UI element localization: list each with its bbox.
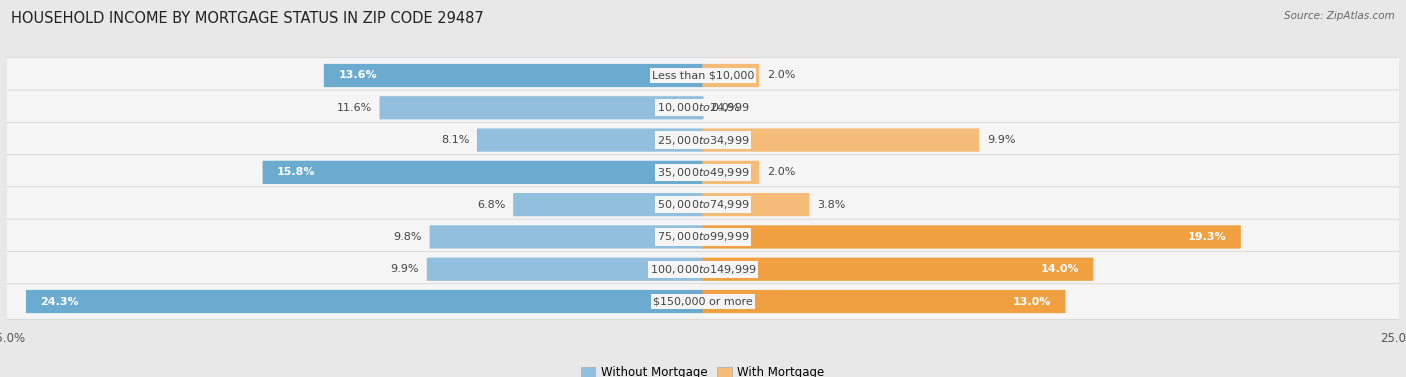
Text: $10,000 to $24,999: $10,000 to $24,999 (657, 101, 749, 114)
FancyBboxPatch shape (0, 122, 1406, 158)
Text: 15.8%: 15.8% (277, 167, 315, 177)
FancyBboxPatch shape (323, 64, 703, 87)
Text: 3.8%: 3.8% (817, 200, 845, 210)
Text: Source: ZipAtlas.com: Source: ZipAtlas.com (1284, 11, 1395, 21)
Text: 0.0%: 0.0% (711, 103, 740, 113)
FancyBboxPatch shape (477, 129, 703, 152)
Text: $150,000 or more: $150,000 or more (654, 297, 752, 307)
Text: 8.1%: 8.1% (440, 135, 470, 145)
FancyBboxPatch shape (380, 96, 703, 120)
FancyBboxPatch shape (703, 225, 1241, 248)
Text: $75,000 to $99,999: $75,000 to $99,999 (657, 230, 749, 244)
FancyBboxPatch shape (0, 90, 1406, 126)
FancyBboxPatch shape (703, 129, 979, 152)
Legend: Without Mortgage, With Mortgage: Without Mortgage, With Mortgage (576, 361, 830, 377)
Text: 9.9%: 9.9% (391, 264, 419, 274)
Text: 9.9%: 9.9% (987, 135, 1015, 145)
FancyBboxPatch shape (703, 193, 810, 216)
Text: 2.0%: 2.0% (768, 70, 796, 80)
FancyBboxPatch shape (703, 257, 1094, 281)
FancyBboxPatch shape (430, 225, 703, 248)
Text: 24.3%: 24.3% (41, 297, 79, 307)
FancyBboxPatch shape (25, 290, 703, 313)
Text: $50,000 to $74,999: $50,000 to $74,999 (657, 198, 749, 211)
Text: 9.8%: 9.8% (394, 232, 422, 242)
FancyBboxPatch shape (427, 257, 703, 281)
Text: Less than $10,000: Less than $10,000 (652, 70, 754, 80)
Text: $100,000 to $149,999: $100,000 to $149,999 (650, 263, 756, 276)
FancyBboxPatch shape (0, 219, 1406, 255)
Text: 13.6%: 13.6% (339, 70, 377, 80)
FancyBboxPatch shape (513, 193, 703, 216)
FancyBboxPatch shape (703, 290, 1066, 313)
Text: $25,000 to $34,999: $25,000 to $34,999 (657, 133, 749, 147)
Text: 13.0%: 13.0% (1012, 297, 1052, 307)
FancyBboxPatch shape (0, 58, 1406, 93)
FancyBboxPatch shape (0, 155, 1406, 190)
Text: 6.8%: 6.8% (477, 200, 505, 210)
Text: 11.6%: 11.6% (336, 103, 371, 113)
Text: 14.0%: 14.0% (1040, 264, 1078, 274)
Text: HOUSEHOLD INCOME BY MORTGAGE STATUS IN ZIP CODE 29487: HOUSEHOLD INCOME BY MORTGAGE STATUS IN Z… (11, 11, 484, 26)
FancyBboxPatch shape (0, 187, 1406, 222)
Text: 19.3%: 19.3% (1188, 232, 1226, 242)
FancyBboxPatch shape (263, 161, 703, 184)
Text: $35,000 to $49,999: $35,000 to $49,999 (657, 166, 749, 179)
FancyBboxPatch shape (0, 251, 1406, 287)
FancyBboxPatch shape (0, 284, 1406, 319)
FancyBboxPatch shape (703, 161, 759, 184)
Text: 2.0%: 2.0% (768, 167, 796, 177)
FancyBboxPatch shape (703, 64, 759, 87)
